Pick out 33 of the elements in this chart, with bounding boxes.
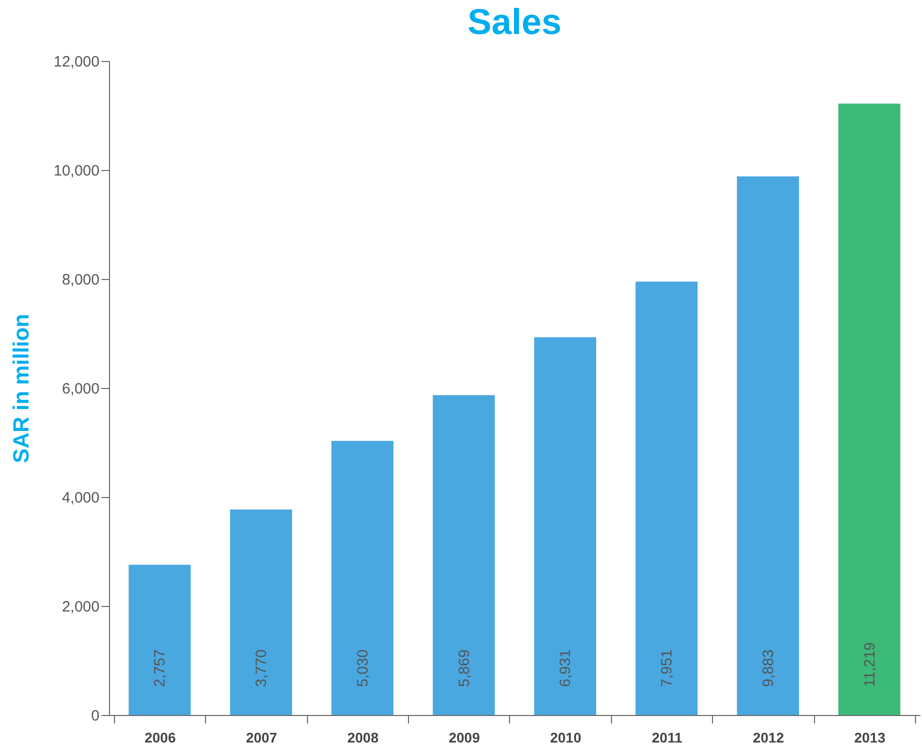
y-tick-label: 12,000	[54, 54, 100, 70]
bar	[230, 510, 292, 715]
data-label: 6,931	[557, 649, 574, 687]
y-tick-label: 8,000	[62, 272, 100, 288]
y-axis-title: SAR in million	[8, 314, 34, 464]
x-tick-label: 2007	[246, 730, 278, 746]
x-tick-label: 2012	[752, 730, 784, 746]
y-tick-label: 4,000	[62, 490, 100, 506]
data-label: 11,219	[861, 642, 878, 687]
bar	[838, 104, 900, 715]
bar	[636, 282, 698, 715]
bar	[128, 564, 191, 715]
y-tick-label: 6,000	[62, 380, 100, 398]
y-tick-label: 0	[91, 708, 100, 724]
data-label: 5,869	[456, 649, 473, 687]
data-label: 7,951	[658, 649, 676, 687]
data-label: 5,030	[354, 649, 372, 687]
chart-title: Sales	[467, 1, 562, 42]
bar	[736, 176, 799, 715]
x-tick-label: 2010	[550, 730, 582, 746]
bar	[432, 395, 495, 715]
x-tick-label: 2006	[144, 730, 176, 746]
x-tick-label: 2011	[652, 730, 682, 746]
bar	[331, 440, 394, 715]
data-label: 9,883	[760, 649, 777, 687]
data-label: 2,757	[152, 649, 169, 687]
x-tick-label: 2009	[448, 730, 480, 746]
x-tick-label: 2013	[854, 730, 886, 746]
x-tick-label: 2008	[347, 730, 379, 746]
y-tick-label: 10,000	[54, 162, 100, 180]
y-tick-label: 2,000	[62, 598, 100, 616]
bar	[534, 337, 596, 715]
data-label: 3,770	[253, 649, 270, 687]
